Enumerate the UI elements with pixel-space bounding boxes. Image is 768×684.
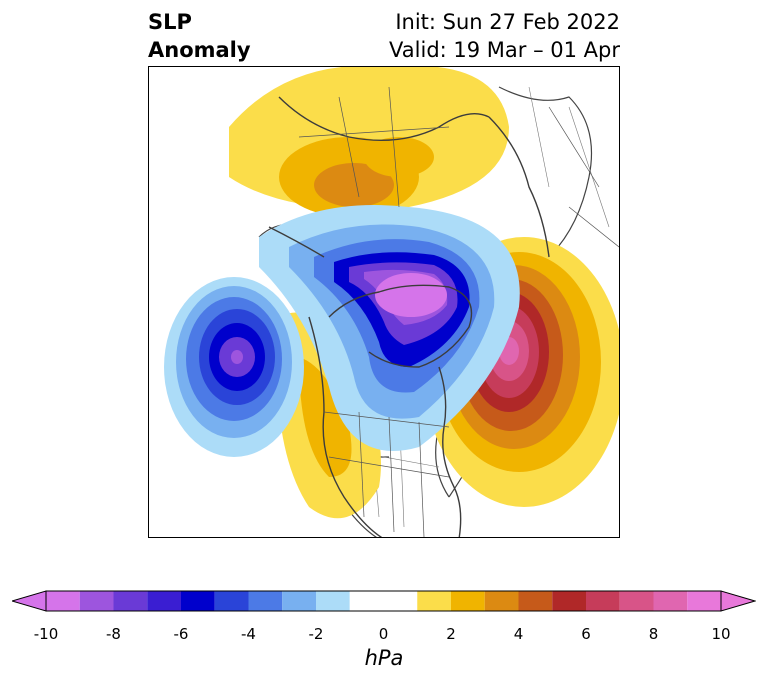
negative-anomaly-pacific: [164, 277, 304, 457]
colorbar-tick-label: -10: [33, 625, 59, 643]
colorbar-bin: [653, 591, 688, 611]
colorbar-bin: [79, 591, 114, 611]
colorbar-tick-label: 8: [648, 625, 659, 643]
title-line-slp: SLP: [148, 10, 192, 34]
colorbar-tick-label: 4: [513, 625, 524, 643]
colorbar-bin: [586, 591, 620, 611]
colorbar-extend-low: [12, 590, 47, 612]
valid-range: Valid: 19 Mar – 01 Apr: [389, 38, 620, 62]
colorbar-bin: [619, 591, 654, 611]
colorbar-bin: [282, 591, 316, 611]
colorbar-tick-label: -6: [173, 625, 189, 643]
colorbar-bin: [214, 591, 249, 611]
colorbar-bin: [451, 591, 485, 611]
positive-anomaly-eurasia: [229, 67, 509, 217]
map-title: SLP Anomaly: [148, 8, 251, 64]
colorbar: [12, 590, 756, 612]
colorbar-tick-label: -4: [241, 625, 256, 643]
coastline-overlay: [268, 96, 550, 537]
colorbar-tick-label: -8: [106, 625, 121, 643]
colorbar-bin: [518, 591, 553, 611]
colorbar-bin: [349, 591, 418, 611]
forecast-dates: Init: Sun 27 Feb 2022 Valid: 19 Mar – 01…: [389, 8, 620, 64]
init-date: Init: Sun 27 Feb 2022: [395, 10, 620, 34]
political-borders: [298, 86, 619, 537]
colorbar-bin: [484, 591, 519, 611]
colorbar-extend-high: [720, 590, 756, 612]
colorbar-bin: [687, 591, 721, 611]
colorbar-tick-label: -2: [308, 625, 324, 643]
colorbar-bin: [316, 591, 350, 611]
map-canvas: [164, 67, 619, 537]
colorbar-bin: [417, 591, 451, 611]
colorbar-unit-label: hPa: [364, 646, 404, 670]
negative-anomaly-arctic: [259, 205, 520, 451]
colorbar-tick-label: 6: [581, 625, 591, 643]
colorbar-bin: [552, 591, 586, 611]
colorbar-bins: [46, 591, 721, 611]
colorbar-tick-label: 10: [711, 625, 731, 643]
colorbar-tick-label: 2: [446, 625, 456, 643]
colorbar-bin: [181, 591, 215, 611]
slp-anomaly-map: [148, 66, 620, 538]
colorbar-bin: [113, 591, 148, 611]
colorbar-bin: [147, 591, 181, 611]
colorbar-bin: [248, 591, 283, 611]
colorbar-outline: [45, 590, 722, 612]
title-line-anomaly: Anomaly: [148, 38, 251, 62]
colorbar-bin: [46, 591, 80, 611]
colorbar-tick-label: 0: [378, 625, 389, 643]
